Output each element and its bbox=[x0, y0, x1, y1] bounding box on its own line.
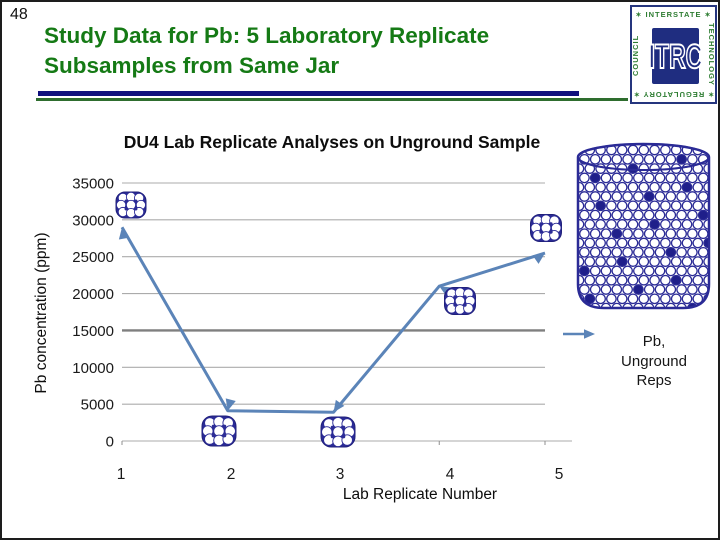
y-tick-label: 25000 bbox=[72, 249, 114, 266]
y-tick-label: 15000 bbox=[72, 323, 114, 340]
slide-title: Study Data for Pb: 5 Laboratory Replicat… bbox=[44, 21, 614, 81]
y-tick-label: 30000 bbox=[72, 212, 114, 229]
sample-jar-icon bbox=[115, 191, 147, 219]
logo-word-right: TECHNOLOGY bbox=[707, 23, 716, 86]
y-tick-label: 0 bbox=[106, 434, 114, 451]
legend-line-arrow-icon bbox=[563, 329, 595, 339]
x-tick-label: 3 bbox=[336, 466, 345, 483]
logo-itrc-text: ITRC bbox=[648, 35, 703, 76]
data-point-marker bbox=[225, 398, 236, 411]
data-series-line bbox=[120, 226, 546, 414]
chart-title: DU4 Lab Replicate Analyses on Unground S… bbox=[123, 132, 541, 152]
x-axis-title: Lab Replicate Number bbox=[342, 486, 498, 503]
y-tick-label: 10000 bbox=[72, 360, 114, 377]
sample-jar-icon bbox=[320, 416, 356, 448]
legend: Pb, Unground Reps bbox=[598, 332, 710, 391]
title-underline-green bbox=[36, 98, 628, 101]
sample-jar-icon bbox=[530, 214, 562, 242]
legend-label-line-3: Reps bbox=[636, 372, 672, 389]
y-tick-label: 5000 bbox=[81, 397, 114, 414]
slide-title-line-2: Subsamples from Same Jar bbox=[44, 53, 340, 78]
sample-jar-icon bbox=[444, 287, 476, 315]
y-tick-label: 20000 bbox=[72, 286, 114, 303]
data-point-marker bbox=[333, 399, 345, 413]
title-underline-navy bbox=[38, 91, 579, 96]
unground-sample-cylinder-illustration bbox=[576, 142, 711, 310]
x-tick-label: 4 bbox=[446, 466, 455, 483]
logo-word-top: ✶ INTERSTATE ✶ bbox=[635, 10, 712, 19]
star-icon: ✶ bbox=[704, 12, 712, 19]
y-tick-label: 35000 bbox=[72, 176, 114, 193]
itrc-logo: ✶ INTERSTATE ✶ TECHNOLOGY ✶ REGULATORY ✶… bbox=[630, 5, 717, 104]
sample-jar-icon bbox=[201, 415, 237, 447]
x-tick-label: 2 bbox=[227, 466, 236, 483]
logo-center-box: ITRC bbox=[648, 28, 703, 84]
x-tick-label: 1 bbox=[117, 466, 126, 483]
slide-number: 48 bbox=[10, 6, 28, 23]
star-icon: ✶ bbox=[635, 12, 643, 19]
legend-label-line-2: Unground bbox=[621, 352, 687, 370]
x-tick-label: 5 bbox=[555, 466, 564, 483]
data-point-marker bbox=[118, 227, 130, 240]
slide-title-line-1: Study Data for Pb: 5 Laboratory Replicat… bbox=[44, 23, 490, 48]
data-point-marker bbox=[532, 253, 545, 264]
legend-label-line-1: Pb, bbox=[642, 333, 666, 350]
